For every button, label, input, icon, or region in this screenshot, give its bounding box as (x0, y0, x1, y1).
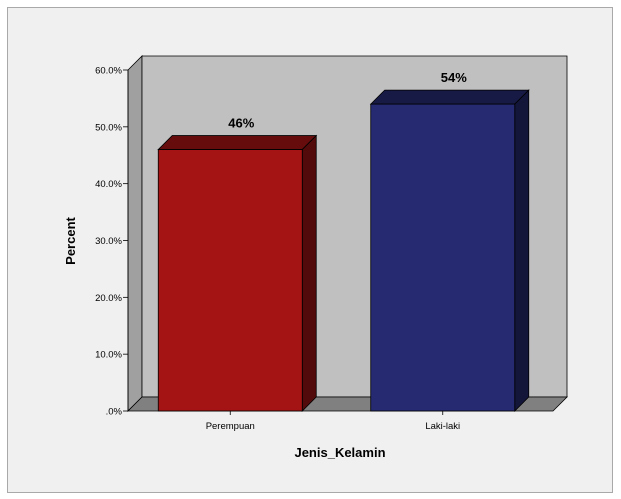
y-tick-label: 20.0% (95, 293, 122, 304)
y-tick-label: 10.0% (95, 350, 122, 361)
bar-chart: .0% 10.0% 20.0% 30.0% 40.0% 50.0% 60.0% 46% 54%… (63, 55, 568, 460)
bar-top (157, 135, 318, 150)
bar-side (301, 134, 317, 412)
y-axis-title: Percent (63, 216, 78, 264)
y-tick-label: .0% (106, 407, 123, 418)
bar (370, 103, 516, 412)
x-tick-label: Laki-laki (425, 421, 460, 432)
side-wall (127, 55, 143, 412)
y-tick-label: 30.0% (95, 236, 122, 247)
data-label: 46% (228, 116, 254, 131)
y-tick-label: 50.0% (95, 122, 122, 133)
y-tick-label: 40.0% (95, 179, 122, 190)
bar-group: 46% (157, 116, 318, 412)
x-axis-title: Jenis_Kelamin (294, 445, 385, 460)
bar-top (369, 89, 530, 105)
y-tick-label: 60.0% (95, 66, 122, 77)
bar-group: 54% (369, 70, 530, 412)
chart-frame: .0% 10.0% 20.0% 30.0% 40.0% 50.0% 60.0% 46% 54%… (7, 7, 613, 493)
x-tick-label: Perempuan (206, 421, 255, 432)
data-label: 54% (441, 70, 467, 85)
bar-side (514, 89, 530, 412)
bar (157, 149, 303, 412)
